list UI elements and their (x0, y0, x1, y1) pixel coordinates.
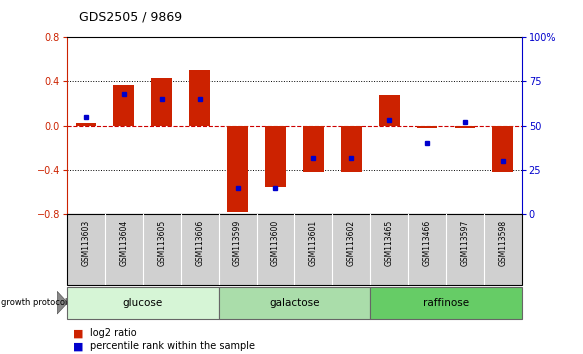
Bar (114, 85, 134, 126)
Text: ■: ■ (73, 341, 83, 351)
Bar (370, 287, 522, 319)
Text: raffinose: raffinose (423, 298, 469, 308)
Text: GSM113603: GSM113603 (82, 220, 90, 266)
Bar (303, 126, 324, 172)
Bar (76, 124, 96, 126)
Text: GSM113604: GSM113604 (120, 220, 128, 266)
Bar (379, 95, 399, 126)
Bar (455, 126, 475, 128)
Polygon shape (57, 291, 68, 314)
Text: GSM113600: GSM113600 (271, 220, 280, 266)
Bar (67, 287, 219, 319)
Bar (189, 70, 210, 126)
Text: GDS2505 / 9869: GDS2505 / 9869 (79, 11, 182, 24)
Bar (265, 126, 286, 187)
Text: GSM113466: GSM113466 (423, 220, 431, 266)
Bar (493, 126, 513, 172)
Text: glucose: glucose (122, 298, 163, 308)
Text: GSM113465: GSM113465 (385, 220, 394, 266)
Text: GSM113605: GSM113605 (157, 220, 166, 266)
Text: growth protocol: growth protocol (1, 298, 68, 307)
Text: GSM113606: GSM113606 (195, 220, 204, 266)
Bar (417, 126, 437, 128)
Text: ■: ■ (73, 329, 83, 338)
Text: galactose: galactose (269, 298, 319, 308)
Bar (219, 287, 370, 319)
Text: GSM113597: GSM113597 (461, 220, 469, 266)
Bar (341, 126, 361, 172)
Text: percentile rank within the sample: percentile rank within the sample (90, 341, 255, 351)
Bar (152, 78, 172, 126)
Bar (227, 126, 248, 212)
Text: GSM113601: GSM113601 (309, 220, 318, 266)
Text: GSM113598: GSM113598 (498, 220, 507, 266)
Text: GSM113599: GSM113599 (233, 220, 242, 266)
Text: log2 ratio: log2 ratio (90, 329, 137, 338)
Text: GSM113602: GSM113602 (347, 220, 356, 266)
